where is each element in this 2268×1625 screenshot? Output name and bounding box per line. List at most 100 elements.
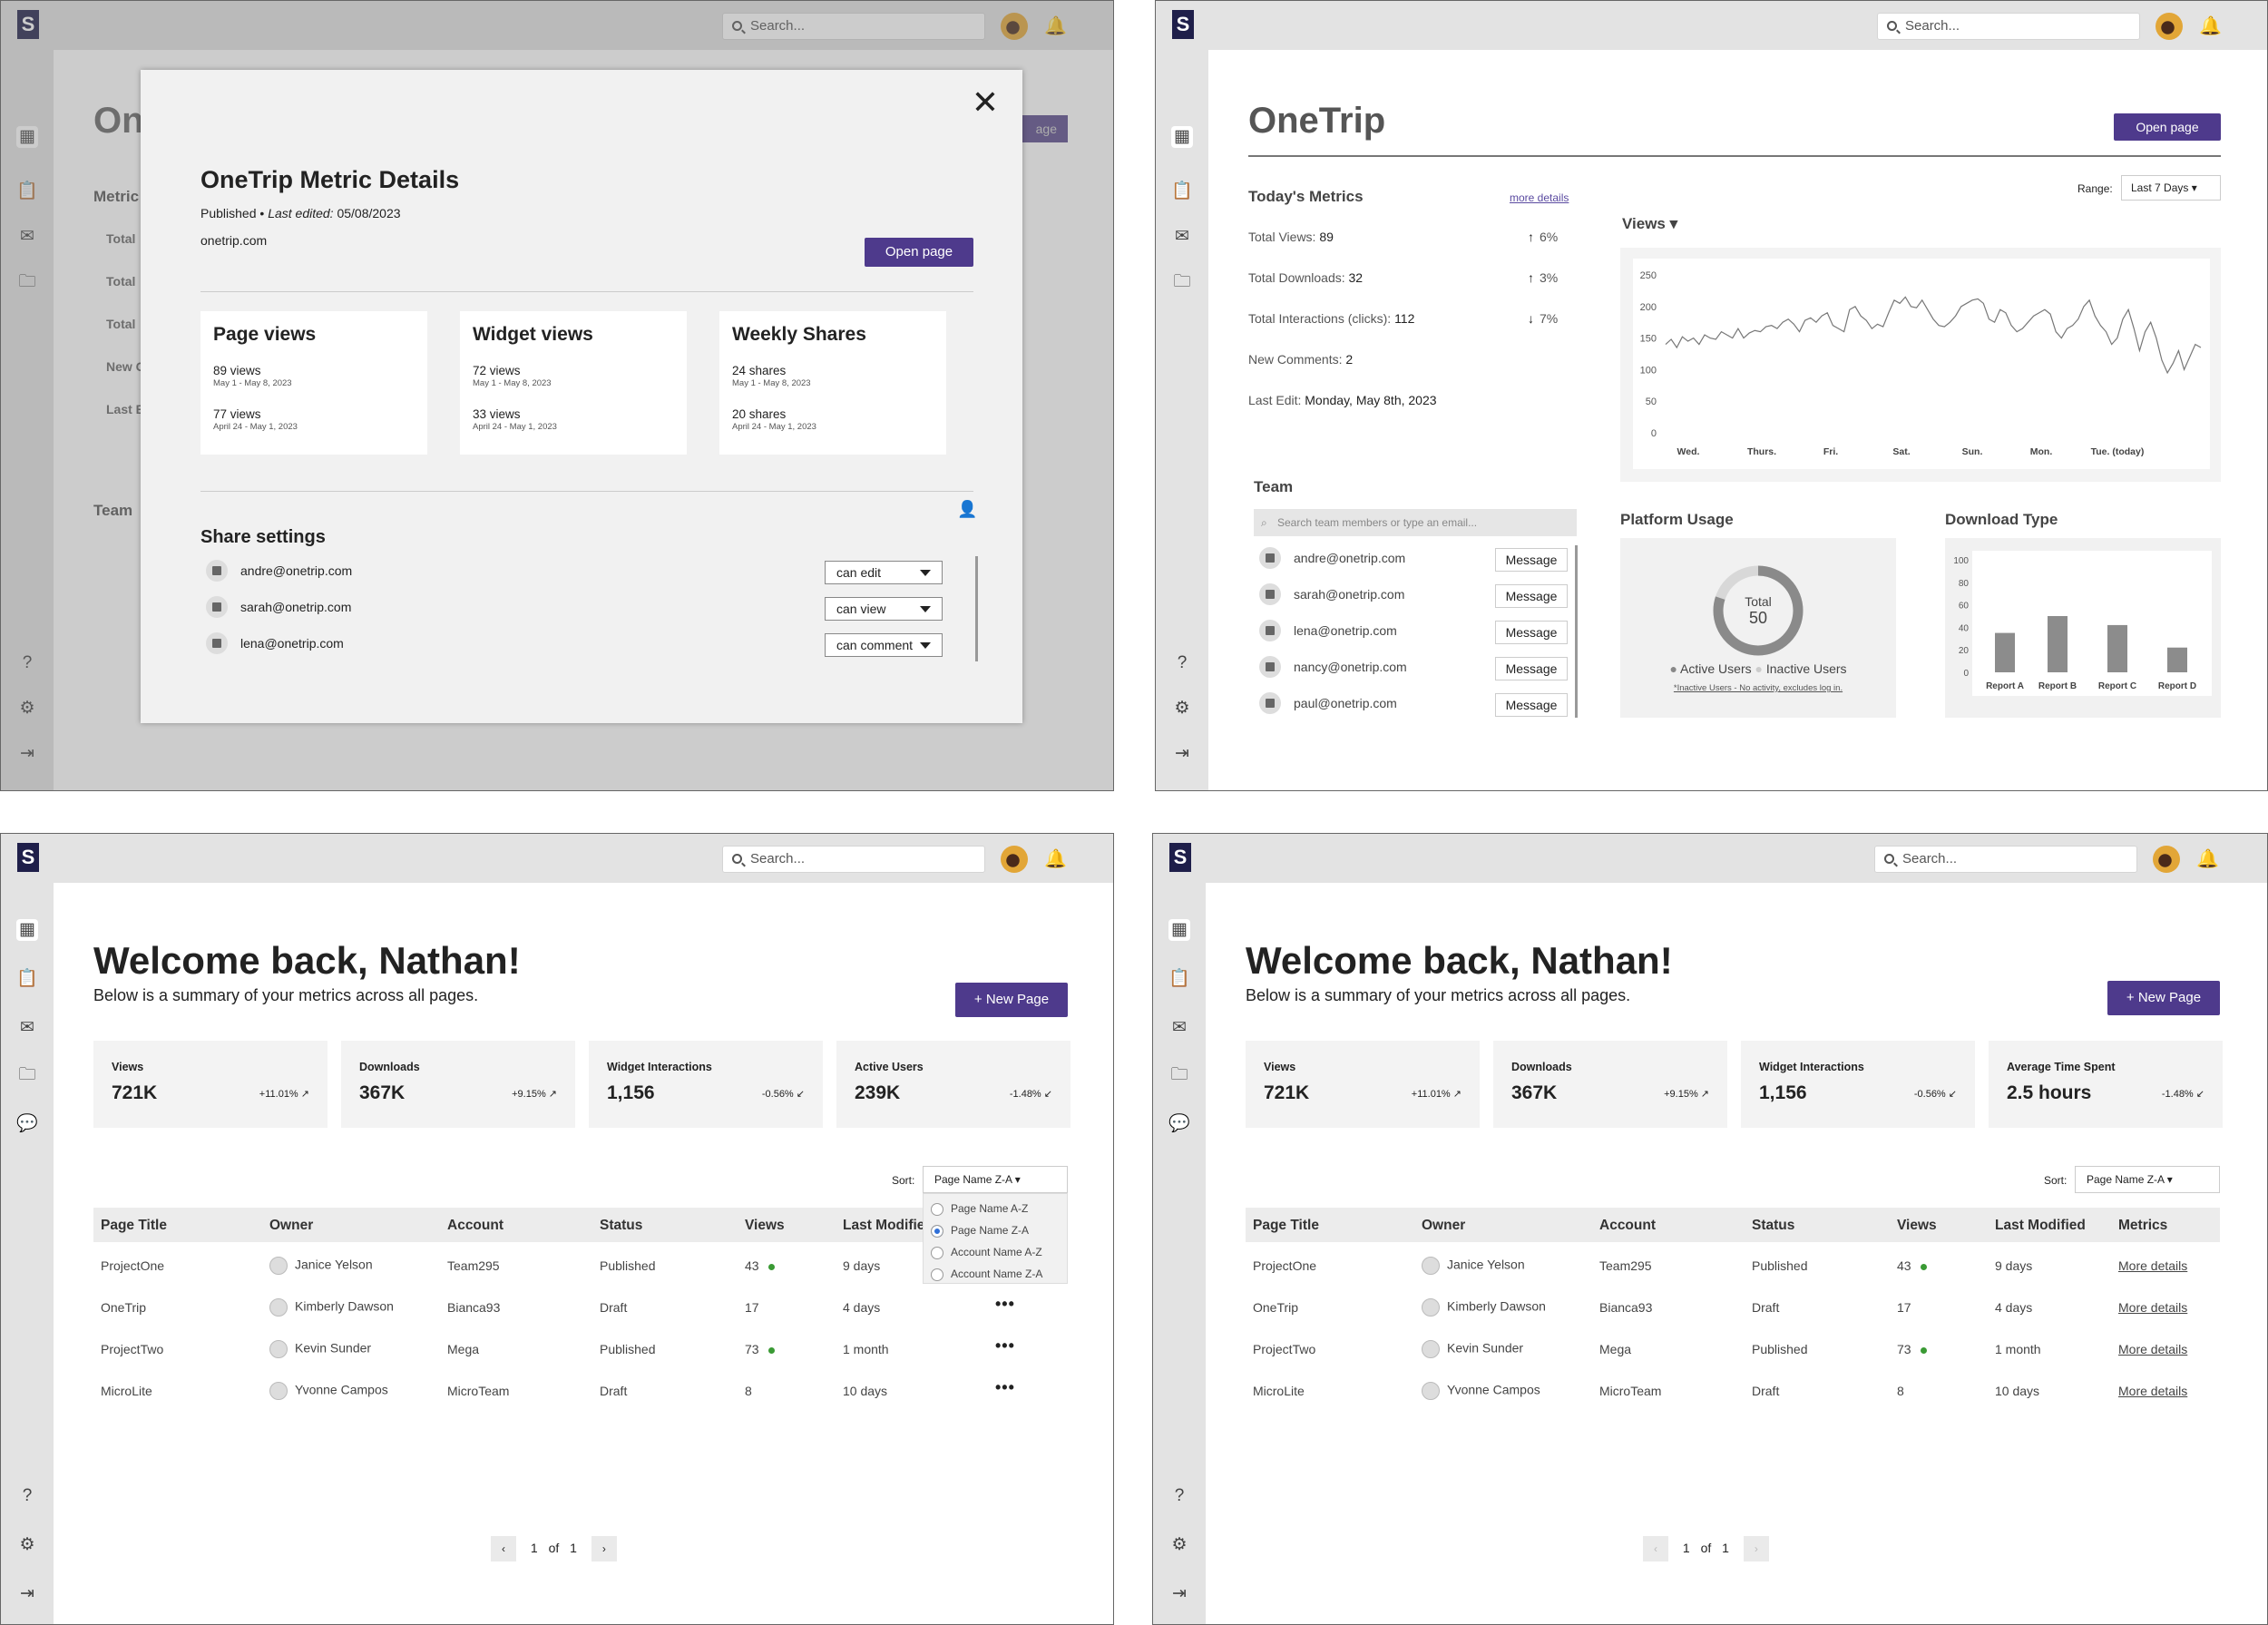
range-select[interactable]: Last 7 Days ▾ [2121,175,2221,201]
help-icon[interactable]: ? [1177,653,1188,672]
folder-icon[interactable]: 🗀 [18,1065,36,1084]
new-page-button[interactable]: + New Page [2107,981,2220,1015]
app-logo[interactable]: S [17,843,39,872]
dashboard-icon[interactable]: ▦ [16,126,38,148]
search-input[interactable]: Search... [722,13,985,40]
new-page-button[interactable]: + New Page [955,983,1068,1017]
app-logo[interactable]: S [1172,10,1194,39]
column-header[interactable]: Status [600,1218,643,1233]
folder-icon[interactable]: 🗀 [1173,272,1191,291]
permission-select[interactable]: can edit [825,561,943,584]
user-avatar[interactable] [1001,846,1028,873]
column-header[interactable]: Metrics [2118,1218,2168,1233]
message-button[interactable]: Message [1495,657,1568,680]
inbox-icon[interactable]: ✉ [20,227,34,246]
app-logo[interactable]: S [17,10,39,39]
table-row[interactable] [1246,1336,2220,1366]
settings-icon[interactable]: ⚙ [1174,699,1190,718]
more-details-link[interactable]: More details [2118,1300,2188,1315]
search-input[interactable]: Search... [722,846,985,873]
column-header[interactable]: Views [745,1218,785,1233]
message-button[interactable]: Message [1495,584,1568,608]
search-input[interactable]: Search... [1874,846,2137,873]
folder-icon[interactable]: 🗀 [18,272,36,291]
app-logo[interactable]: S [1169,843,1191,872]
more-details-link[interactable]: More details [2118,1384,2188,1398]
clipboard-icon[interactable]: 📋 [16,181,38,201]
column-header[interactable]: Owner [1422,1218,1466,1233]
sort-option[interactable]: Page Name A-Z [931,1199,1028,1218]
dashboard-icon[interactable]: ▦ [1171,126,1193,148]
settings-icon[interactable]: ⚙ [19,699,35,718]
comment-icon[interactable]: 💬 [16,1114,38,1133]
logout-icon[interactable]: ⇥ [1175,744,1189,763]
close-icon[interactable]: ✕ [971,83,999,121]
open-page-button[interactable]: Open page [2114,113,2221,141]
column-header[interactable]: Account [447,1218,503,1233]
message-button[interactable]: Message [1495,621,1568,644]
column-header[interactable]: Views [1897,1218,1937,1233]
message-button[interactable]: Message [1495,693,1568,717]
column-header[interactable]: Page Title [101,1218,167,1233]
inbox-icon[interactable]: ✉ [1175,227,1189,246]
table-row[interactable] [1246,1253,2220,1282]
add-user-icon[interactable]: 👤 [957,500,978,518]
logout-icon[interactable]: ⇥ [20,744,34,763]
prev-page-button[interactable]: ‹ [1643,1536,1668,1561]
logout-icon[interactable]: ⇥ [20,1584,34,1603]
table-row[interactable] [93,1295,1068,1324]
table-row[interactable] [93,1336,1068,1366]
more-options-icon[interactable]: ••• [995,1378,1015,1396]
folder-icon[interactable]: 🗀 [1170,1065,1188,1084]
inbox-icon[interactable]: ✉ [1172,1018,1187,1037]
team-search-input[interactable]: ⌕ Search team members or type an email... [1254,509,1577,536]
sort-option[interactable]: Account Name Z-A [931,1265,1042,1283]
prev-page-button[interactable]: ‹ [491,1536,516,1561]
sort-select[interactable]: Page Name Z-A ▾ [2075,1166,2220,1193]
column-header[interactable]: Owner [269,1218,314,1233]
settings-icon[interactable]: ⚙ [1171,1535,1188,1554]
column-header[interactable]: Account [1599,1218,1656,1233]
team-scrollbar[interactable] [1575,545,1578,718]
sort-option[interactable]: Account Name A-Z [931,1243,1042,1261]
comment-icon[interactable]: 💬 [1168,1114,1190,1133]
more-options-icon[interactable]: ••• [995,1336,1015,1355]
scrollbar[interactable] [975,556,978,661]
column-header[interactable]: Status [1752,1218,1795,1233]
logout-icon[interactable]: ⇥ [1172,1584,1187,1603]
bell-icon[interactable]: 🔔 [1044,16,1067,36]
clipboard-icon[interactable]: 📋 [1168,969,1190,988]
help-icon[interactable]: ? [1174,1486,1185,1505]
table-row[interactable] [93,1253,1068,1282]
column-header[interactable]: Page Title [1253,1218,1319,1233]
clipboard-icon[interactable]: 📋 [1171,181,1193,201]
help-icon[interactable]: ? [22,1486,33,1505]
inbox-icon[interactable]: ✉ [20,1018,34,1037]
help-icon[interactable]: ? [22,653,33,672]
user-avatar[interactable] [2153,846,2180,873]
more-details-link[interactable]: More details [2118,1258,2188,1273]
next-page-button[interactable]: › [1743,1536,1769,1561]
table-row[interactable] [1246,1378,2220,1407]
views-dropdown[interactable]: Views ▾ [1622,215,1678,232]
more-details-link[interactable]: More details [2118,1342,2188,1356]
sort-option[interactable]: Page Name Z-A [931,1221,1029,1239]
more-options-icon[interactable]: ••• [995,1295,1015,1313]
table-row[interactable] [93,1378,1068,1407]
bell-icon[interactable]: 🔔 [2199,16,2222,36]
message-button[interactable]: Message [1495,548,1568,572]
table-row[interactable] [1246,1295,2220,1324]
open-page-button[interactable]: Open page [865,238,973,267]
permission-select[interactable]: can comment [825,633,943,657]
column-header[interactable]: Last Modified [843,1218,934,1233]
next-page-button[interactable]: › [591,1536,617,1561]
more-details-link[interactable]: more details [1510,191,1569,204]
search-input[interactable]: Search... [1877,13,2140,40]
permission-select[interactable]: can view [825,597,943,621]
settings-icon[interactable]: ⚙ [19,1535,35,1554]
user-avatar[interactable] [2156,13,2183,40]
dashboard-icon[interactable]: ▦ [1168,919,1190,941]
column-header[interactable]: Last Modified [1995,1218,2086,1233]
bell-icon[interactable]: 🔔 [1044,849,1067,869]
bell-icon[interactable]: 🔔 [2196,849,2219,869]
